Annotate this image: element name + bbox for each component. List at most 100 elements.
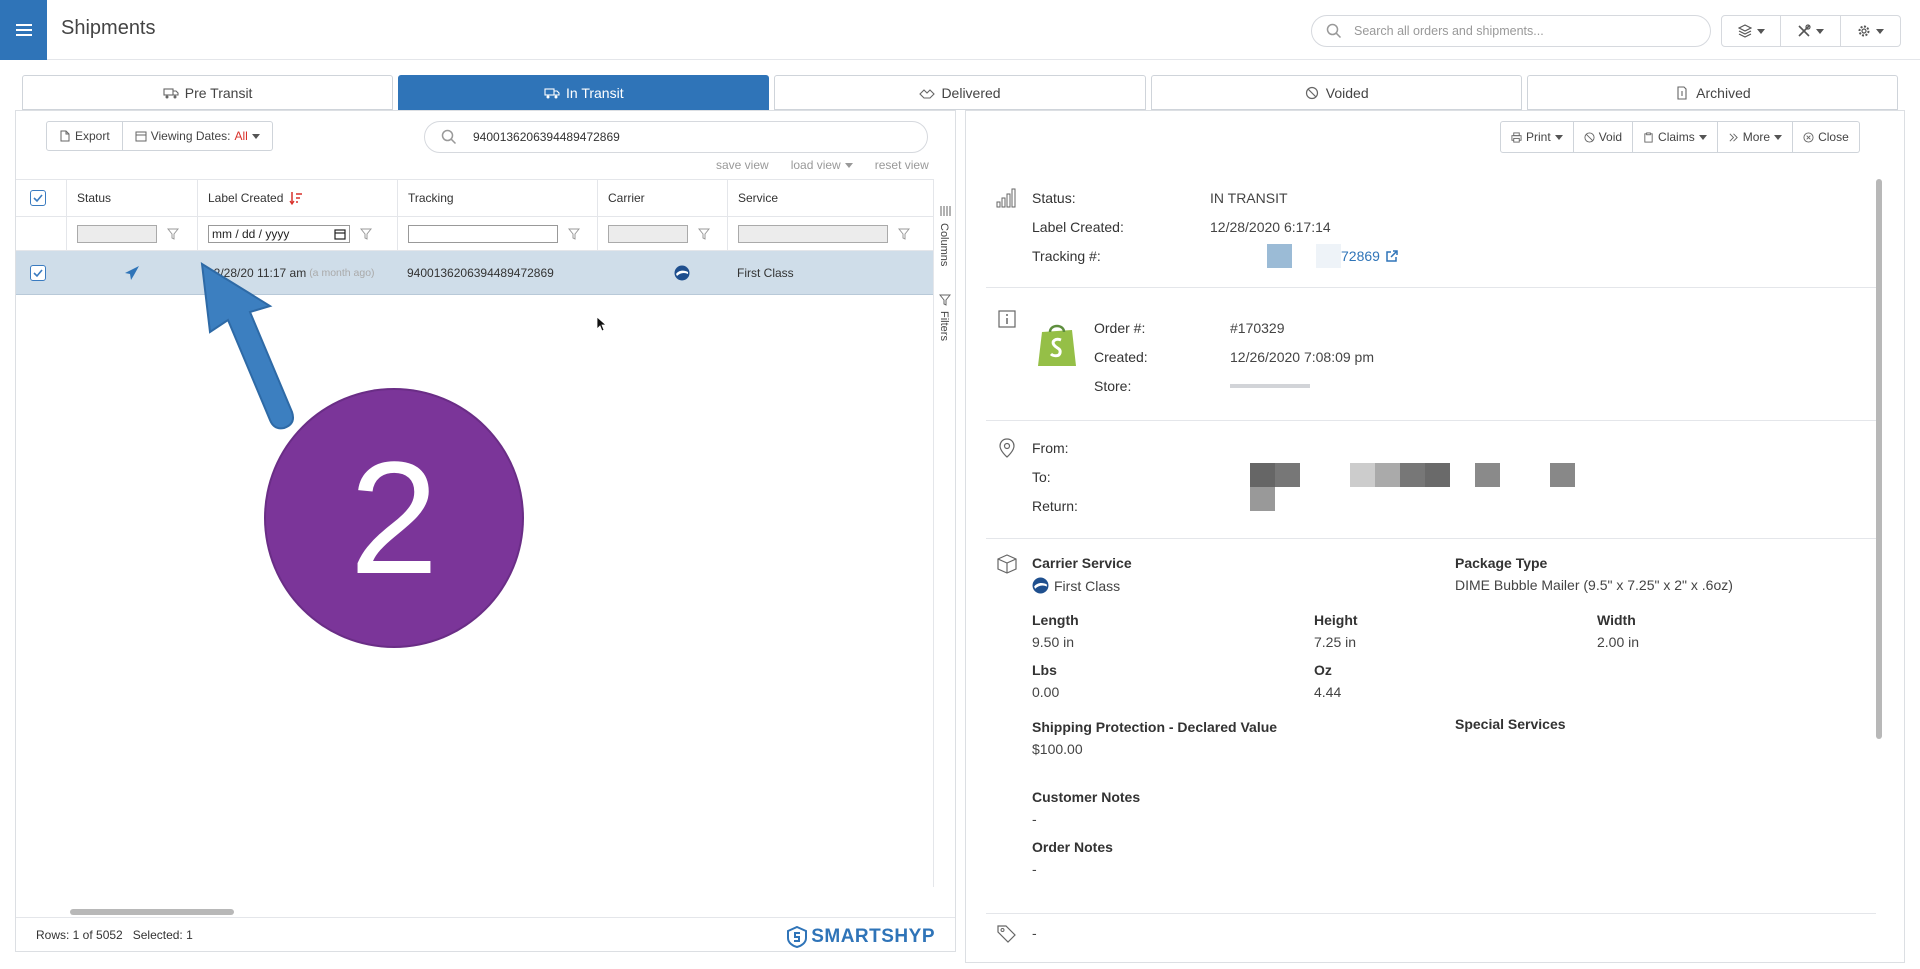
ban-icon	[1584, 131, 1595, 143]
redacted-block	[1400, 463, 1425, 487]
filters-toggle[interactable]: Filters	[938, 311, 950, 341]
column-header-label: Service	[738, 191, 779, 205]
export-button[interactable]: Export	[46, 121, 123, 151]
label-created-date-input[interactable]: mm / dd / yyyy	[208, 224, 350, 243]
tracking-value: 9400136206394489472869	[407, 265, 554, 280]
layers-menu-button[interactable]	[1721, 15, 1781, 47]
width-label: Width	[1597, 612, 1636, 628]
save-view-link[interactable]: save view	[716, 158, 769, 172]
claims-button[interactable]: Claims	[1633, 121, 1718, 153]
print-button[interactable]: Print	[1500, 121, 1574, 153]
store-label: Store:	[1094, 378, 1132, 394]
tracking-filter-input[interactable]	[408, 224, 558, 243]
more-label: More	[1742, 130, 1771, 144]
columns-toggle[interactable]: Columns	[938, 223, 950, 267]
search-icon	[1326, 23, 1342, 39]
label-created-cell: 12/28/20 11:17 am (a month ago)	[197, 251, 397, 294]
label-created-relative: (a month ago)	[309, 266, 375, 279]
header-actions	[1721, 15, 1901, 47]
calendar-icon[interactable]	[334, 228, 346, 240]
viewing-dates-label: Viewing Dates:	[150, 129, 231, 143]
redacted-block	[1375, 463, 1400, 487]
column-header-label-created[interactable]: Label Created	[197, 180, 397, 216]
tracking-value: 72869	[1341, 248, 1380, 264]
tab-pre-transit[interactable]: Pre Transit	[22, 75, 394, 110]
grid-search-input[interactable]	[473, 130, 913, 144]
tab-in-transit[interactable]: In Transit	[398, 75, 770, 110]
column-header-service[interactable]: Service	[727, 180, 933, 216]
status-cell	[66, 251, 197, 294]
table-row[interactable]: 12/28/20 11:17 am (a month ago) 94001362…	[16, 251, 933, 295]
more-button[interactable]: More	[1717, 121, 1794, 153]
load-view-dropdown[interactable]: load view	[791, 158, 853, 172]
to-label: To:	[1032, 469, 1051, 485]
filter-icon[interactable]	[360, 228, 372, 240]
redacted-block	[1550, 463, 1575, 487]
column-header-status[interactable]: Status	[66, 180, 197, 216]
tools-menu-button[interactable]	[1781, 15, 1841, 47]
global-search[interactable]	[1311, 15, 1711, 47]
settings-menu-button[interactable]	[1841, 15, 1901, 47]
order-number-value: #170329	[1230, 320, 1285, 336]
service-filter-input[interactable]	[738, 224, 888, 243]
date-placeholder: mm / dd / yyyy	[212, 226, 290, 241]
filter-icon[interactable]	[898, 228, 910, 240]
signal-bars-icon	[996, 188, 1016, 208]
tracking-status-section: Status: IN TRANSIT Label Created: 12/28/…	[986, 179, 1876, 288]
tab-voided[interactable]: Voided	[1150, 75, 1522, 110]
hands-icon	[919, 88, 936, 99]
column-header-tracking[interactable]: Tracking	[397, 180, 597, 216]
selected-count: Selected: 1	[132, 927, 193, 942]
row-checkbox[interactable]	[30, 264, 46, 281]
void-button[interactable]: Void	[1573, 121, 1634, 153]
length-label: Length	[1032, 612, 1079, 628]
filter-icon[interactable]	[167, 228, 179, 240]
shipping-protection-label: Shipping Protection - Declared Value	[1032, 719, 1278, 735]
hamburger-menu-button[interactable]	[0, 0, 47, 60]
sort-descending-icon[interactable]	[289, 191, 303, 205]
select-all-cell	[16, 180, 66, 216]
filter-icon[interactable]	[698, 228, 710, 240]
filter-icon[interactable]	[568, 228, 580, 240]
carrier-service-label: Carrier Service	[1032, 555, 1132, 571]
close-button[interactable]: Close	[1793, 121, 1860, 153]
step-number-badge: 2	[266, 390, 522, 646]
label-created-label: Label Created:	[1032, 219, 1124, 235]
status-filter-input[interactable]	[77, 224, 157, 243]
viewing-dates-dropdown[interactable]: Viewing Dates: All	[122, 121, 273, 151]
grid-search[interactable]	[424, 121, 928, 153]
redacted-block	[1350, 463, 1375, 487]
hamburger-icon	[15, 29, 32, 31]
carrier-filter-input[interactable]	[608, 224, 688, 243]
shopify-logo	[1038, 324, 1076, 366]
column-header-carrier[interactable]: Carrier	[597, 180, 727, 216]
gear-icon	[1858, 25, 1870, 37]
label-created-value: 12/28/20 11:17 am	[207, 265, 307, 280]
tracking-link[interactable]: 72869	[1341, 248, 1399, 264]
clipboard-icon	[1644, 131, 1653, 143]
smartshyp-logo: SMARTSHYP	[787, 926, 935, 948]
tab-archived[interactable]: Archived	[1526, 75, 1899, 110]
redacted-block	[1275, 463, 1300, 487]
tab-delivered[interactable]: Delivered	[774, 75, 1146, 110]
lbs-label: Lbs	[1032, 662, 1057, 678]
carrier-filter-cell	[597, 217, 727, 250]
page-title: Shipments	[61, 17, 156, 39]
select-all-checkbox[interactable]	[30, 190, 46, 206]
horizontal-scrollbar[interactable]	[70, 909, 234, 915]
tracking-cell: 9400136206394489472869	[397, 251, 597, 294]
reset-view-link[interactable]: reset view	[874, 158, 929, 172]
redacted-block	[1475, 463, 1500, 487]
annotation-arrow	[200, 262, 294, 430]
export-label: Export	[75, 129, 110, 143]
redacted-block	[1267, 244, 1292, 268]
layers-icon	[1737, 24, 1752, 38]
grid-footer: Rows: 1 of 5052 Selected: 1 SMARTSHYP	[16, 917, 955, 951]
redacted-block	[1425, 463, 1450, 487]
shipments-grid-panel: Export Viewing Dates: All save view load…	[15, 110, 956, 952]
order-created-value: 12/26/2020 7:08:09 pm	[1230, 349, 1375, 365]
truck-icon	[544, 87, 560, 98]
map-pin-icon	[999, 438, 1015, 458]
global-search-input[interactable]	[1354, 24, 1684, 38]
vertical-scrollbar[interactable]	[1876, 179, 1882, 739]
